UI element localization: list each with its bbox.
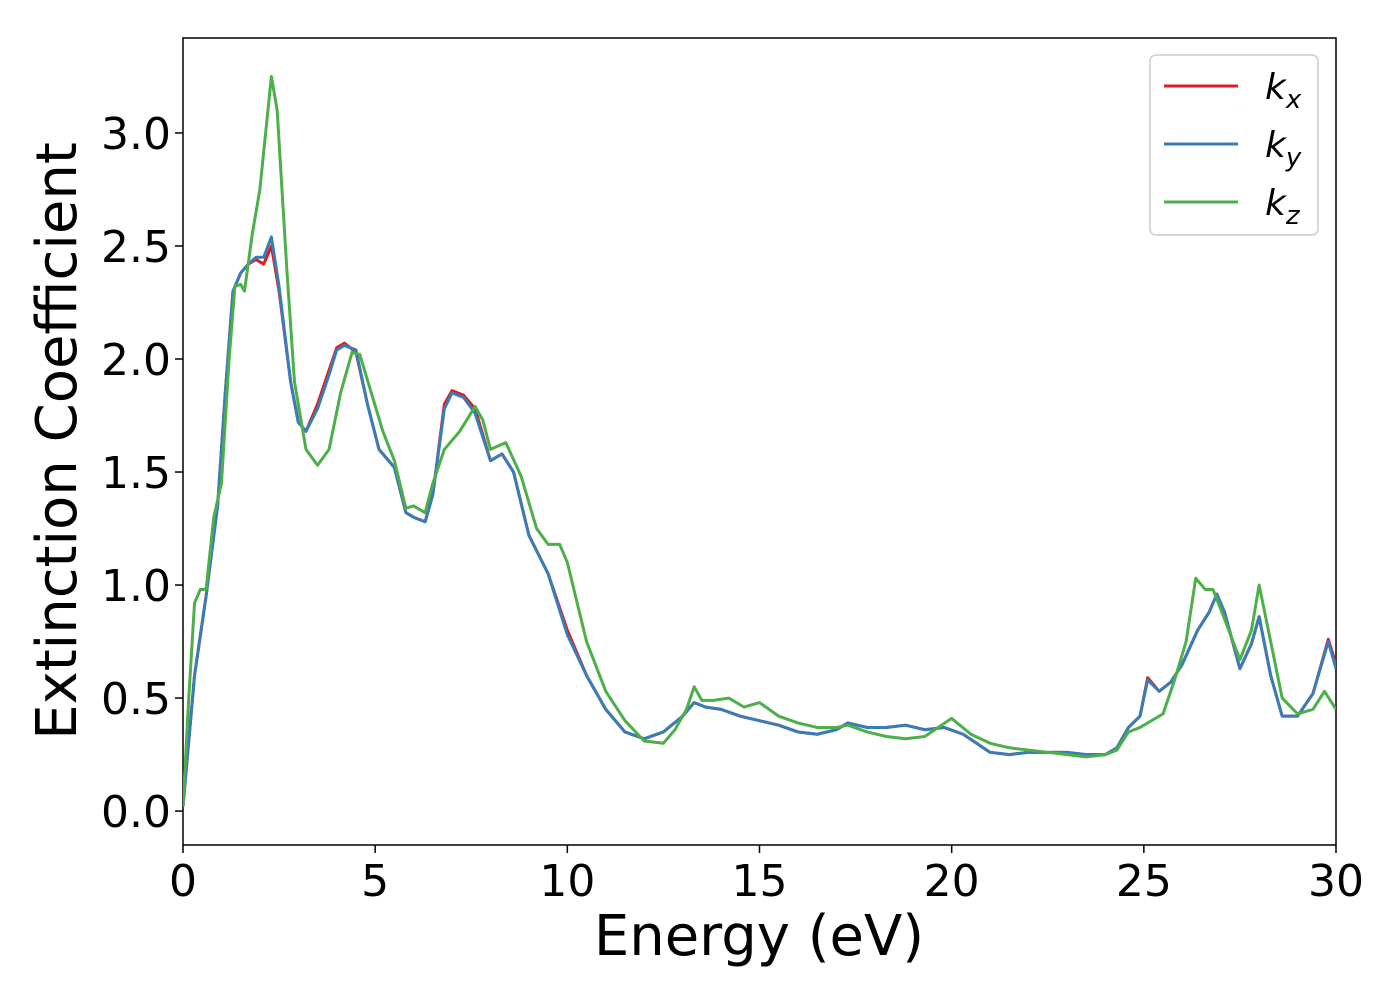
x-tick-label: 25 <box>1116 856 1172 907</box>
axes-layer: 0 5 10 15 20 25 30 0.0 0.5 1.0 1.5 2.0 2.5 3.0 <box>101 37 1364 907</box>
y-tick-label: 3.0 <box>101 109 171 160</box>
legend-label-ky: ky <box>1265 125 1302 173</box>
y-tick-label: 2.5 <box>101 222 171 273</box>
legend-label-kx: kx <box>1265 67 1302 115</box>
x-tick-label: 15 <box>732 856 788 907</box>
x-tick-label: 5 <box>361 856 389 907</box>
series-layer <box>183 74 1336 807</box>
y-axis-title: Extinction Coefficient <box>25 142 90 740</box>
y-tick-label: 0.5 <box>101 674 171 725</box>
y-tick-label: 2.0 <box>101 335 171 386</box>
legend: kx ky kz <box>1149 54 1319 236</box>
x-tick-label: 30 <box>1308 856 1364 907</box>
series-line-ky <box>183 235 1336 807</box>
x-axis-title: Energy (eV) <box>594 904 924 969</box>
series-line-kz <box>183 74 1336 807</box>
legend-label-kz: kz <box>1265 183 1301 231</box>
y-tick-label: 1.5 <box>101 448 171 499</box>
series-line-kx <box>183 244 1336 807</box>
x-tick-label: 0 <box>169 856 197 907</box>
x-tick-label: 20 <box>924 856 980 907</box>
y-tick-label: 0.0 <box>101 787 171 838</box>
x-tick-label: 10 <box>539 856 595 907</box>
y-tick-label: 1.0 <box>101 561 171 612</box>
